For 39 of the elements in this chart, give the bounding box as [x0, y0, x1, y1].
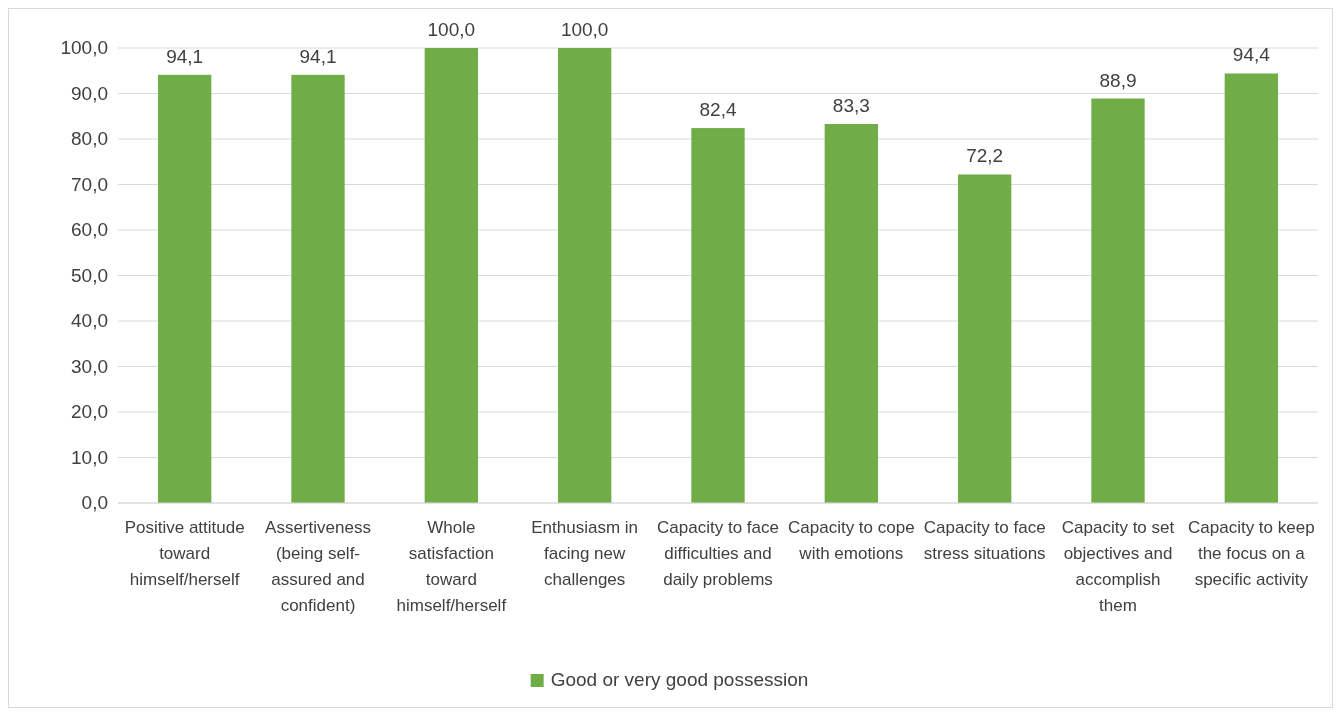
data-label: 82,4 [699, 99, 737, 121]
y-tick-label: 0,0 [81, 492, 108, 513]
bar [424, 48, 478, 503]
bar [1224, 73, 1278, 503]
y-tick-label: 80,0 [71, 128, 108, 149]
data-label: 100,0 [427, 19, 476, 40]
data-label: 94,4 [1232, 44, 1271, 66]
x-tick-label: Whole satisfaction toward himself/herself [396, 518, 507, 615]
y-tick-label: 30,0 [71, 355, 108, 377]
x-tick-label: Capacity to cope with emotions [788, 518, 915, 563]
x-tick-label: Enthusiasm in facing new challenges [531, 518, 639, 589]
bar [558, 48, 612, 503]
y-tick-label: 10,0 [71, 446, 108, 468]
bar [158, 74, 212, 503]
bar [958, 174, 1012, 503]
data-label: 94,1 [299, 45, 337, 67]
y-tick-label: 70,0 [71, 173, 108, 195]
bar [1091, 98, 1145, 503]
x-tick-label: Capacity to keep the focus on a specific activity [1188, 518, 1315, 589]
bar [291, 74, 345, 503]
y-tick-label: 50,0 [71, 264, 108, 286]
y-tick-label: 40,0 [71, 310, 108, 331]
x-tick-label: Capacity to face difficulties and daily problems [657, 518, 779, 589]
y-tick-label: 60,0 [71, 219, 108, 240]
data-label: 83,3 [832, 94, 870, 116]
x-tick-label: Capacity to set objectives and accomplish them [1061, 518, 1175, 615]
data-label: 94,1 [166, 45, 204, 67]
data-label: 72,2 [966, 145, 1004, 167]
x-tick-label: Assertiveness (being self-assured and confident) [265, 518, 371, 615]
x-tick-label: Capacity to face stress situations [923, 518, 1046, 563]
y-tick-label: 20,0 [71, 401, 108, 422]
legend-label: Good or very good possession [550, 669, 809, 690]
y-tick-label: 90,0 [71, 82, 108, 104]
bar [824, 123, 878, 503]
bar [691, 128, 745, 503]
data-label: 100,0 [560, 19, 609, 40]
x-tick-label: Positive attitude toward himself/herself [124, 518, 245, 589]
y-tick-label: 100,0 [60, 37, 108, 58]
data-label: 88,9 [1099, 69, 1137, 91]
